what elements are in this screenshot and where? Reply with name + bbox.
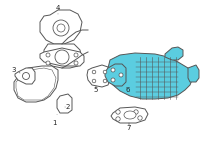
Polygon shape [105, 64, 126, 86]
Circle shape [116, 110, 120, 114]
Text: 2: 2 [65, 104, 70, 110]
Circle shape [57, 24, 65, 32]
Text: 3: 3 [12, 67, 20, 73]
Polygon shape [57, 94, 72, 113]
Polygon shape [188, 65, 199, 82]
Circle shape [92, 70, 96, 74]
Polygon shape [40, 10, 82, 44]
Polygon shape [40, 48, 84, 66]
Text: 5: 5 [94, 86, 98, 93]
Circle shape [111, 68, 115, 72]
Polygon shape [111, 107, 148, 123]
Text: 7: 7 [127, 123, 131, 131]
Polygon shape [87, 65, 110, 87]
Circle shape [111, 78, 115, 82]
Circle shape [103, 70, 107, 74]
Circle shape [138, 116, 142, 120]
Polygon shape [14, 66, 58, 102]
Circle shape [23, 72, 30, 80]
Polygon shape [165, 47, 183, 60]
Ellipse shape [124, 111, 136, 119]
Circle shape [55, 50, 69, 64]
Circle shape [46, 53, 50, 57]
Circle shape [92, 79, 96, 83]
Text: 1: 1 [52, 115, 57, 126]
Circle shape [119, 73, 123, 77]
Circle shape [134, 110, 138, 114]
Circle shape [46, 61, 50, 65]
Polygon shape [108, 53, 192, 99]
Polygon shape [44, 44, 82, 68]
Circle shape [103, 79, 107, 83]
Circle shape [74, 53, 78, 57]
Circle shape [74, 61, 78, 65]
Polygon shape [15, 68, 35, 84]
Circle shape [53, 20, 69, 36]
Text: 6: 6 [126, 87, 130, 93]
Circle shape [116, 117, 120, 121]
Text: 4: 4 [56, 5, 60, 14]
